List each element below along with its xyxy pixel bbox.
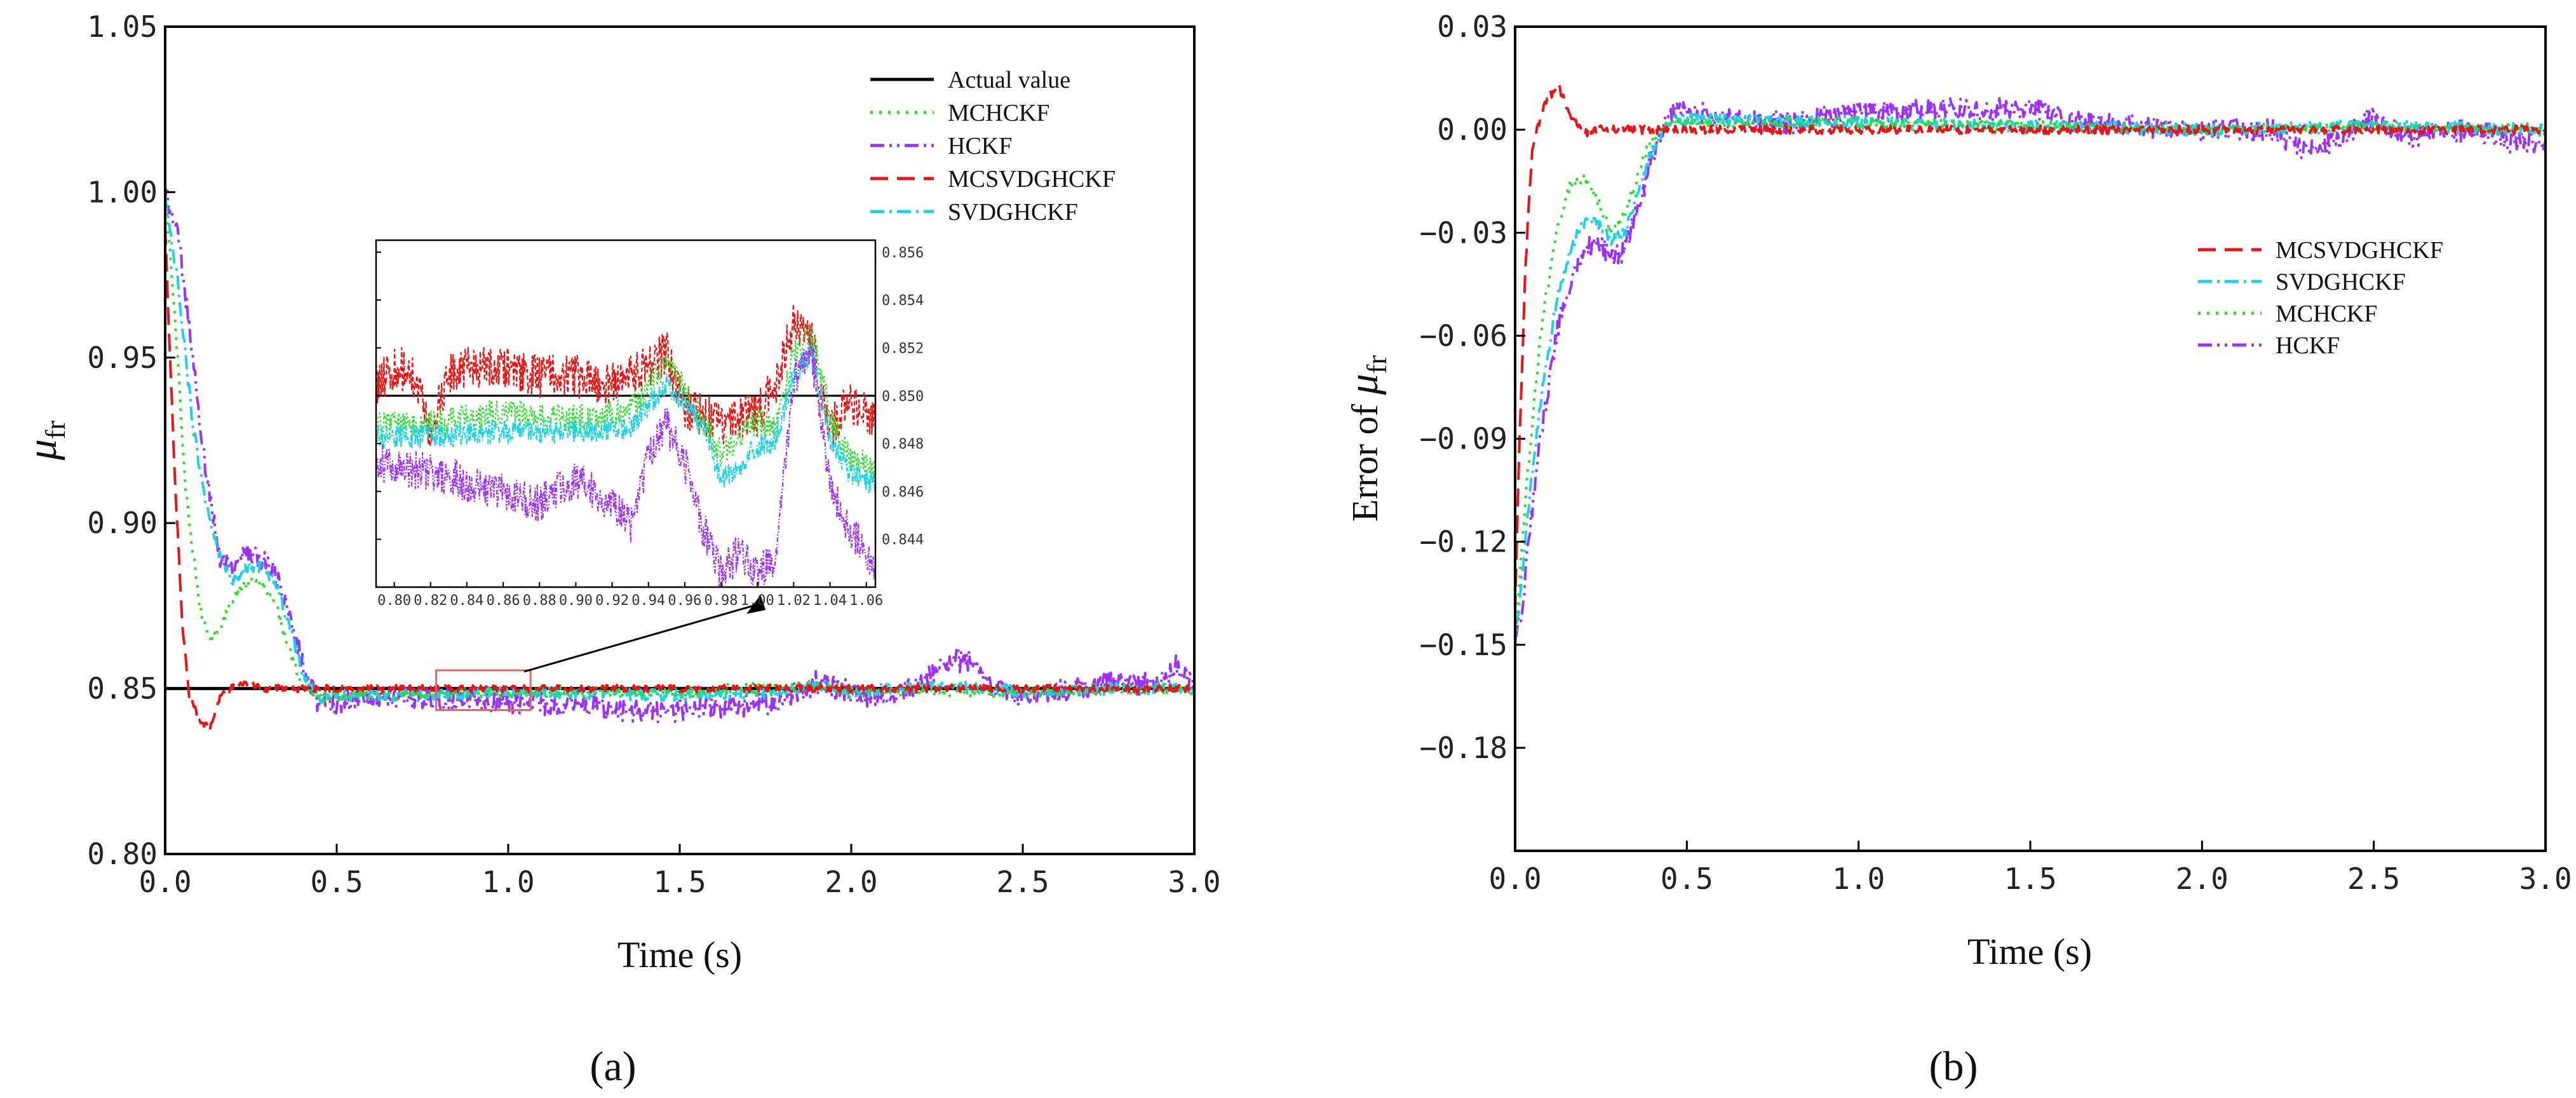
- panel-a-legend-label-mcsvd: MCSVDGHCKF: [948, 166, 1116, 193]
- panel-b-legend-label-hckf: HCKF: [2276, 332, 2340, 359]
- panel-a-y-tick-label: 1.00: [87, 175, 158, 209]
- panel-a-y-tick-label: 0.95: [87, 341, 158, 375]
- panel-a-inset-x-tick-label: 1.04: [813, 593, 847, 609]
- panel-a-inset-x-tick-label: 0.90: [559, 593, 593, 609]
- panel-a-axes: 0.0 0.5 1.0 1.5 2.0 2.5 3.0 0.80 0.85 0.90 0.95 1.0…: [87, 10, 1220, 899]
- panel-a-y-tick-label: 0.80: [87, 837, 158, 871]
- panel-a-zoom-arrow-head: [746, 595, 766, 614]
- panel-a-inset-y-tick-label: 0.850: [882, 389, 924, 405]
- panel-a-x-tick-label: 3.0: [1168, 865, 1220, 899]
- panel-b-series-mcsvd: [1515, 85, 2546, 613]
- panel-a-x-tick-label: 0.0: [138, 865, 191, 899]
- panel-a-inset-x-tick-label: 0.84: [450, 593, 483, 609]
- panel-b-legend-label-mcsvd: MCSVDGHCKF: [2276, 237, 2443, 264]
- panel-a-inset-y-tick-label: 0.848: [882, 437, 924, 452]
- panel-a-x-tick-label: 2.0: [825, 865, 877, 899]
- panel-a-inset-series: [376, 303, 875, 587]
- panel-b-y-axis-label-subscript: fr: [1361, 355, 1393, 374]
- panel-a-series-svd: [165, 196, 1194, 704]
- panel-a-inset-series-svd: [376, 348, 875, 494]
- panel-a-inset: 0.80 0.82 0.84 0.86 0.88 0.90 0.92 0.94 0.96 0.98…: [375, 239, 924, 711]
- panel-b-x-tick-label: 3.0: [2519, 862, 2572, 896]
- panel-b-x-tick-label: 0.5: [1661, 862, 1713, 896]
- panel-a-series-mcsvd: [165, 227, 1194, 733]
- panel-b-legend-label-mchckf: MCHCKF: [2276, 301, 2378, 327]
- panel-a-y-tick-label: 0.85: [87, 672, 158, 706]
- panel-a-inset-series-mcsvd: [376, 303, 875, 447]
- panel-a-y-tick-label: 0.90: [87, 506, 158, 540]
- panel-a-inset-y-tick-label: 0.854: [882, 293, 924, 309]
- panel-b-legend-label-svd: SVDGHCKF: [2276, 269, 2406, 295]
- panel-a-inset-series-hckf: [376, 340, 875, 587]
- panel-b-y-tick-label: −0.09: [1420, 422, 1507, 456]
- panel-b-axes: 0.0 0.5 1.0 1.5 2.0 2.5 3.0 0.03 0.00 −0.03 −0.06 −…: [1420, 10, 2572, 896]
- panel-a-x-tick-label: 0.5: [310, 865, 363, 899]
- panel-a-inset-x-tick-label: 0.82: [414, 593, 447, 609]
- panel-b-series-svd: [1515, 112, 2546, 651]
- panel-b-y-tick-label: −0.18: [1420, 731, 1507, 765]
- panel-a-inset-x-tick-label: 0.80: [377, 593, 411, 609]
- panel-a-legend-label-mchckf: MCHCKF: [948, 100, 1050, 126]
- panel-a-x-axis-label: Time (s): [617, 934, 742, 975]
- panel-a-y-axis-label: μfr: [19, 420, 71, 461]
- panel-b-legend: MCSVDGHCKF SVDGHCKF MCHCKF HCKF: [2198, 237, 2443, 359]
- panel-a-legend-label-hckf: HCKF: [948, 133, 1012, 159]
- panel-b-x-tick-label: 0.0: [1488, 862, 1541, 896]
- panel-a-inset-y-tick-label: 0.852: [882, 341, 924, 356]
- panel-a-inset-y-tick-label: 0.844: [882, 532, 924, 548]
- panel-b-y-tick-label: 0.03: [1437, 10, 1507, 44]
- panel-b-x-tick-label: 1.5: [2004, 862, 2056, 896]
- panel-a-legend-label-actual: Actual value: [948, 67, 1070, 93]
- panel-a-inset-series-mchckf: [376, 325, 875, 484]
- panel-a-x-tick-label: 2.5: [996, 865, 1049, 899]
- panel-a-inset-x-tick-label: 0.86: [487, 593, 520, 609]
- panel-b-y-tick-label: 0.00: [1437, 112, 1507, 147]
- panel-a-series-hckf: [165, 186, 1194, 724]
- panel-b-y-axis-label: Error of μfr: [1340, 355, 1393, 522]
- panel-b-y-tick-label: −0.15: [1420, 628, 1507, 662]
- panel-a-legend: Actual value MCHCKF HCKF MCSVDGHCKF SVDGHCKF: [870, 67, 1116, 226]
- panel-a-series: [165, 186, 1194, 733]
- panel-a: 0.0 0.5 1.0 1.5 2.0 2.5 3.0 0.80 0.85 0.90 0.95 1.0…: [19, 10, 1221, 1090]
- panel-a-legend-label-svd: SVDGHCKF: [948, 199, 1078, 226]
- panel-a-zoom-arrow: [523, 602, 761, 673]
- panel-a-inset-x-tick-label: 1.00: [741, 593, 774, 609]
- panel-a-inset-x-tick-label: 0.92: [595, 593, 629, 609]
- panel-a-inset-frame: [375, 239, 877, 588]
- panel-a-inset-x-tick-label: 0.96: [668, 593, 701, 609]
- panel-b-x-tick-label: 2.5: [2347, 862, 2400, 896]
- panel-b-series-hckf: [1515, 97, 2546, 638]
- panel-a-inset-y-tick-label: 0.846: [882, 484, 924, 500]
- panel-a-y-tick-label: 1.05: [87, 10, 158, 44]
- panel-b: 0.0 0.5 1.0 1.5 2.0 2.5 3.0 0.03 0.00 −0.03 −0.06 −…: [1340, 10, 2572, 1090]
- panel-b-series: [1515, 85, 2546, 651]
- panel-a-inset-x-tick-label: 1.02: [777, 593, 811, 609]
- panel-b-label: (b): [1929, 1043, 1978, 1090]
- panel-a-x-tick-label: 1.0: [482, 865, 534, 899]
- panel-b-y-tick-label: −0.03: [1420, 215, 1507, 250]
- panel-a-inset-x-tick-label: 0.98: [705, 593, 738, 609]
- panel-b-y-tick-label: −0.12: [1420, 525, 1507, 559]
- panel-a-inset-y-tick-label: 0.856: [882, 245, 924, 261]
- panel-b-y-axis-label-prefix: Error of: [1344, 395, 1386, 522]
- panel-b-x-tick-label: 2.0: [2176, 862, 2229, 896]
- panel-a-x-tick-label: 1.5: [653, 865, 706, 899]
- panel-b-y-tick-label: −0.06: [1420, 318, 1507, 353]
- panel-a-y-axis-label-symbol: μ: [19, 439, 65, 461]
- panel-b-x-tick-label: 1.0: [1832, 862, 1885, 896]
- panel-a-inset-x-tick-label: 1.06: [849, 593, 883, 609]
- panel-a-label: (a): [590, 1043, 636, 1090]
- panel-a-y-axis-label-subscript: fr: [40, 420, 71, 439]
- panel-b-x-axis-label: Time (s): [1967, 931, 2092, 972]
- panel-b-y-axis-label-symbol: μ: [1340, 374, 1387, 395]
- panel-a-inset-x-tick-label: 0.88: [523, 593, 556, 609]
- panel-a-inset-x-tick-label: 0.94: [631, 593, 665, 609]
- panel-a-zoom-region: [435, 669, 532, 711]
